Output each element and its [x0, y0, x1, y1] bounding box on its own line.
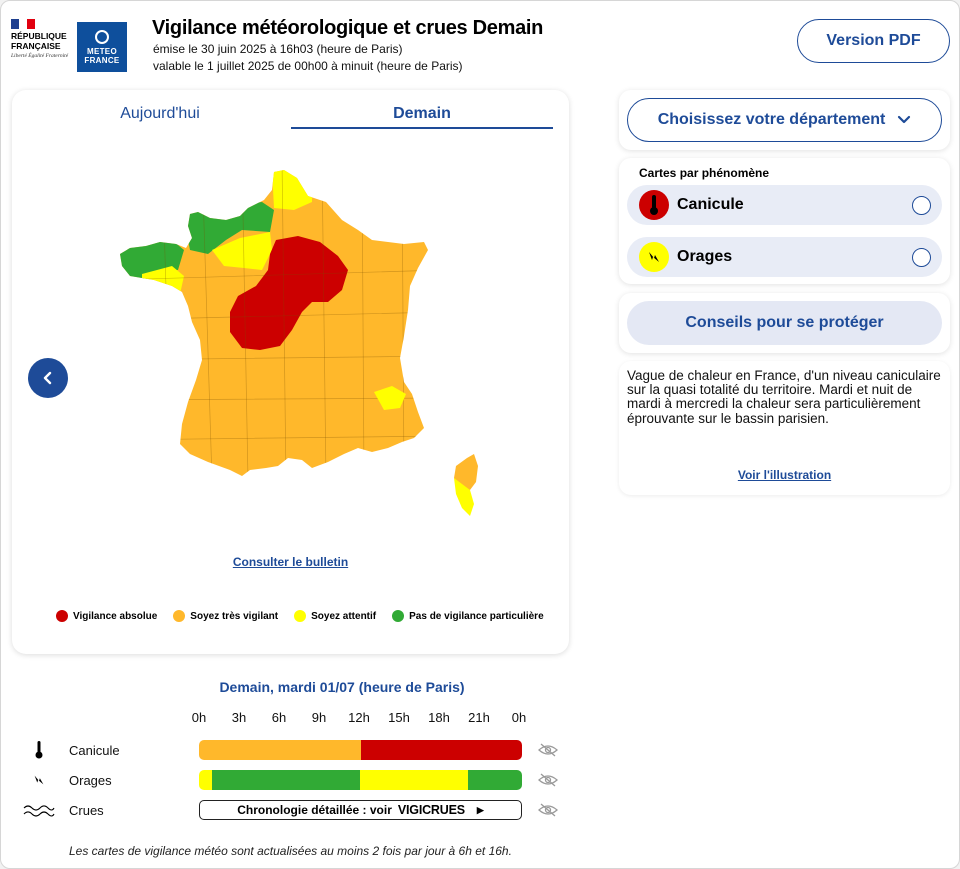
phenomenon-label: Orages [677, 248, 733, 265]
meteo-france-mark-icon [95, 29, 109, 44]
eye-hidden-icon[interactable] [538, 803, 558, 817]
weather-description: Vague de chaleur en France, d'un niveau … [627, 368, 941, 426]
pdf-version-button[interactable]: Version PDF [797, 19, 950, 63]
thermometer-icon [23, 740, 55, 760]
bulletin-link[interactable]: Consulter le bulletin [232, 555, 349, 569]
timeline-bar-orages [199, 770, 522, 790]
hour-label: 0h [511, 710, 527, 725]
hour-label: 12h [348, 710, 370, 725]
orages-radio[interactable] [912, 247, 931, 267]
timeline-label-crues: Crues [69, 803, 104, 818]
emitted-date: émise le 30 juin 2025 à 16h03 (heure de … [153, 42, 403, 56]
eye-hidden-icon[interactable] [538, 773, 558, 787]
timeline-bar-canicule [199, 740, 522, 760]
phenomenon-canicule[interactable]: Canicule [627, 185, 942, 225]
arrow-right-icon: ▶ [476, 804, 484, 815]
previous-button[interactable] [28, 358, 68, 398]
corse-sud [454, 478, 474, 516]
hour-label: 3h [231, 710, 247, 725]
hour-label: 18h [428, 710, 450, 725]
france-vigilance-map[interactable] [12, 90, 569, 550]
region-green-bretagne [120, 240, 184, 286]
legend-label: Soyez très vigilant [190, 610, 279, 622]
phenomena-title: Cartes par phénomène [639, 166, 770, 180]
advice-card: Conseils pour se protéger [619, 293, 950, 353]
hour-label: 21h [468, 710, 490, 725]
timeline-segment [360, 770, 469, 790]
advice-button[interactable]: Conseils pour se protéger [627, 301, 942, 345]
waves-icon [23, 800, 55, 820]
corse-nord [454, 454, 478, 490]
legend-dot [294, 610, 307, 622]
timeline-label-orages: Orages [69, 773, 112, 788]
timeline-title: Demain, mardi 01/07 (heure de Paris) [219, 679, 465, 695]
region-yellow-loire [212, 232, 272, 270]
tab-tomorrow[interactable]: Demain [393, 105, 451, 122]
legend-label: Vigilance absolue [73, 610, 158, 622]
legend-item-green: Pas de vigilance particulière [392, 610, 544, 622]
map-card: Aujourd'hui Demain [12, 90, 569, 654]
legend-dot [392, 610, 405, 622]
rf-text: RÉPUBLIQUE FRANÇAISE [11, 31, 67, 51]
phenomenon-orages[interactable]: Orages [627, 237, 942, 277]
phenomenon-label: Canicule [677, 196, 744, 213]
legend-dot [56, 610, 68, 622]
crues-text: Chronologie détaillée : voir [237, 803, 392, 817]
phenomena-card: Cartes par phénomène Canicule Orages [619, 158, 950, 284]
department-select-label: Choisissez votre département [657, 111, 886, 128]
timeline-segment [212, 770, 361, 790]
region-red-centre [230, 236, 348, 350]
timeline-segment [199, 770, 213, 790]
legend-dot [173, 610, 186, 622]
hour-label: 6h [271, 710, 287, 725]
page-title: Vigilance météorologique et crues Demain [152, 17, 544, 39]
legend-label: Pas de vigilance particulière [409, 610, 544, 622]
update-footnote: Les cartes de vigilance météo sont actua… [69, 844, 512, 858]
french-flag-icon [11, 19, 35, 29]
legend-item-red: Vigilance absolue [56, 610, 157, 622]
hour-label: 9h [311, 710, 327, 725]
thermometer-icon [639, 190, 669, 220]
legend-item-yellow: Soyez attentif [294, 610, 376, 622]
lightning-icon [639, 242, 669, 272]
description-card: Vague de chaleur en France, d'un niveau … [619, 361, 950, 495]
timeline-label-canicule: Canicule [69, 743, 120, 758]
timeline-segment [468, 770, 522, 790]
illustration-link[interactable]: Voir l'illustration [737, 468, 832, 482]
republique-francaise-logo: RÉPUBLIQUE FRANÇAISE Liberté Égalité Fra… [11, 19, 71, 59]
region-yellow-nord [272, 170, 312, 210]
hour-label: 15h [388, 710, 410, 725]
map-legend: Vigilance absolue Soyez très vigilant So… [56, 610, 544, 622]
valid-date: valable le 1 juillet 2025 de 00h00 à min… [153, 59, 463, 73]
chevron-left-icon [43, 371, 52, 385]
meteo-france-logo[interactable]: METEO FRANCE [77, 22, 127, 72]
department-select-button[interactable]: Choisissez votre département [627, 98, 942, 142]
department-card: Choisissez votre département [619, 90, 950, 150]
region-yellow-alpes [374, 386, 406, 410]
legend-label: Soyez attentif [311, 610, 377, 622]
rf-motto: Liberté Égalité Fraternité [11, 53, 69, 59]
lightning-icon [23, 770, 55, 790]
legend-item-orange: Soyez très vigilant [173, 610, 278, 622]
hour-label: 0h [191, 710, 207, 725]
chevron-down-icon [898, 115, 911, 124]
mf-text: METEO FRANCE [84, 46, 120, 65]
active-tab-underline [291, 127, 553, 129]
eye-hidden-icon[interactable] [538, 743, 558, 757]
canicule-radio[interactable] [912, 195, 931, 215]
vigicrues-logo: VIGICRUES [397, 803, 465, 817]
vigicrues-link[interactable]: Chronologie détaillée : voir VIGICRUES ▶ [199, 800, 522, 820]
tab-today[interactable]: Aujourd'hui [120, 105, 200, 122]
timeline-segment [199, 740, 361, 760]
timeline-segment [360, 740, 522, 760]
